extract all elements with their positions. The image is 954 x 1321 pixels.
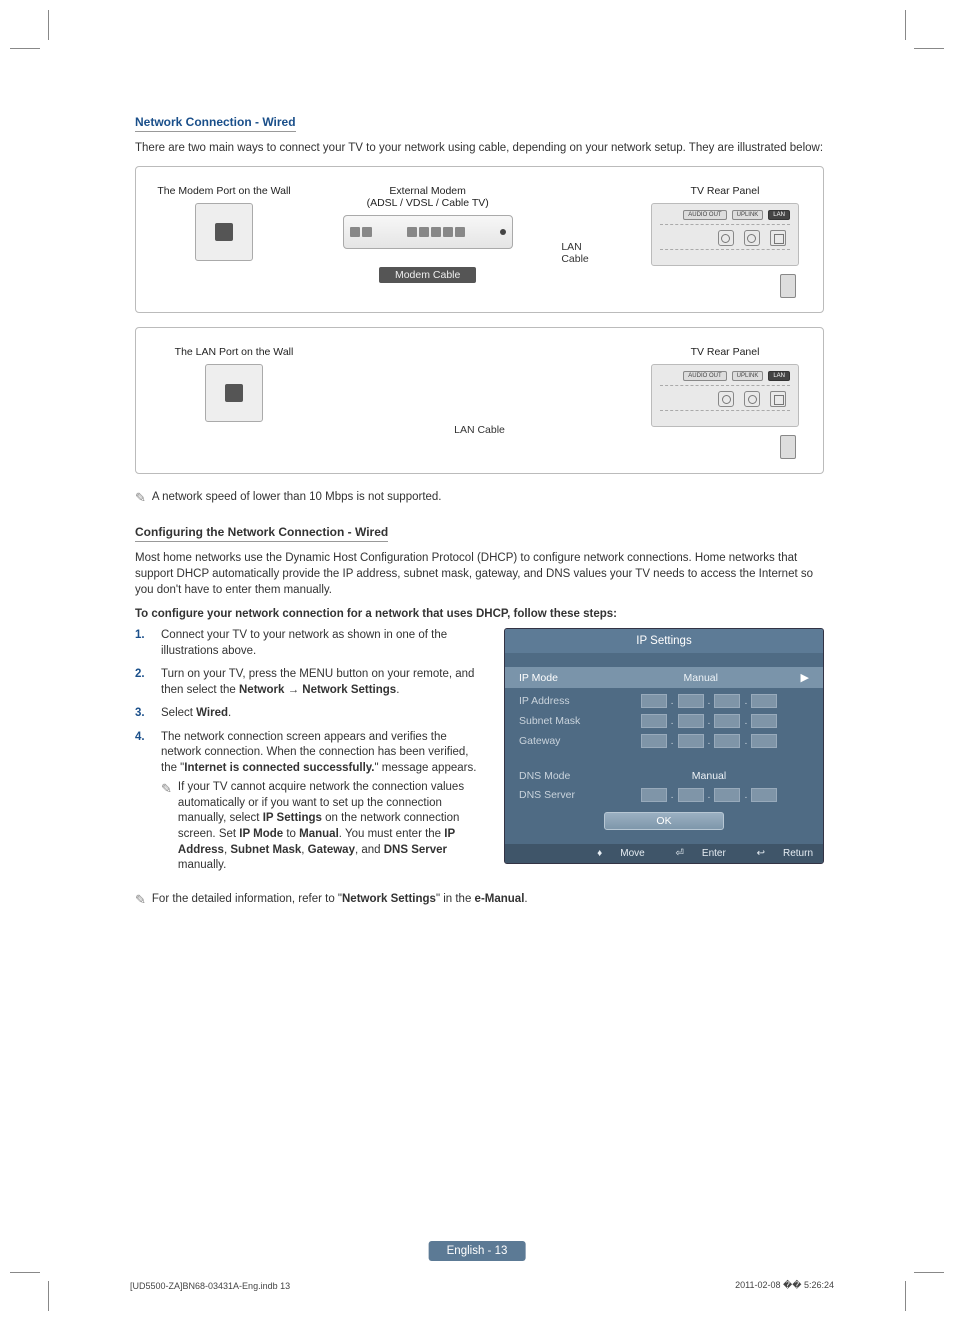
config-bold: To configure your network connection for… bbox=[135, 608, 824, 620]
enter-hint: ⏎Enter bbox=[662, 848, 726, 859]
intro-text: There are two main ways to connect your … bbox=[135, 140, 824, 156]
page-number: English - 13 bbox=[429, 1241, 526, 1261]
wall-label-2: The LAN Port on the Wall bbox=[175, 346, 294, 358]
lan-port-icon bbox=[770, 230, 786, 246]
tv-panel-label-1: TV Rear Panel bbox=[691, 185, 760, 197]
gateway-row[interactable]: Gateway ... bbox=[519, 734, 809, 748]
port-icon bbox=[744, 230, 760, 246]
lan-plug-icon bbox=[780, 274, 796, 298]
step-1: 1.Connect your TV to your network as sho… bbox=[135, 628, 484, 659]
config-intro: Most home networks use the Dynamic Host … bbox=[135, 550, 824, 598]
subnet-row[interactable]: Subnet Mask ... bbox=[519, 714, 809, 728]
steps-list: 1.Connect your TV to your network as sho… bbox=[135, 628, 484, 881]
ip-address-row[interactable]: IP Address ... bbox=[519, 694, 809, 708]
modem-label: External Modem (ADSL / VDSL / Cable TV) bbox=[367, 185, 489, 209]
ok-button[interactable]: OK bbox=[604, 812, 724, 830]
ip-settings-panel: IP Settings IP Mode Manual ▶ IP Address … bbox=[504, 628, 824, 864]
badge-uplink: UPLINK bbox=[732, 210, 764, 220]
note-icon bbox=[135, 490, 146, 507]
lan-plug-icon bbox=[780, 435, 796, 459]
page-content: Network Connection - Wired There are two… bbox=[0, 0, 954, 976]
port-icon bbox=[744, 391, 760, 407]
diagram-modem: The Modem Port on the Wall External Mode… bbox=[135, 166, 824, 313]
note-icon bbox=[135, 892, 146, 909]
step-4: 4. The network connection screen appears… bbox=[135, 730, 484, 874]
wall-label-1: The Modem Port on the Wall bbox=[157, 185, 290, 197]
final-note: For the detailed information, refer to "… bbox=[135, 892, 824, 909]
move-hint: ♦Move bbox=[583, 848, 645, 859]
tv-panel-label-2: TV Rear Panel bbox=[691, 346, 760, 358]
wall-plate-icon bbox=[205, 364, 263, 422]
badge-audio: AUDIO OUT bbox=[683, 371, 726, 381]
wall-plate-icon bbox=[195, 203, 253, 261]
lan-cable-label-2: LAN Cable bbox=[454, 424, 505, 436]
step-2: 2. Turn on your TV, press the MENU butto… bbox=[135, 667, 484, 698]
chevron-right-icon: ▶ bbox=[801, 671, 809, 684]
badge-lan: LAN bbox=[768, 210, 790, 220]
port-icon bbox=[718, 230, 734, 246]
config-title: Configuring the Network Connection - Wir… bbox=[135, 525, 388, 542]
ip-panel-title: IP Settings bbox=[505, 629, 823, 653]
footer-right: 2011-02-08 �� 5:26:24 bbox=[735, 1280, 834, 1291]
lan-port-icon bbox=[770, 391, 786, 407]
badge-lan: LAN bbox=[768, 371, 790, 381]
footer-left: [UD5500-ZA]BN68-03431A-Eng.indb 13 bbox=[130, 1281, 290, 1291]
badge-uplink: UPLINK bbox=[732, 371, 764, 381]
note-speed: A network speed of lower than 10 Mbps is… bbox=[135, 490, 824, 507]
modem-icon bbox=[343, 215, 513, 249]
tv-rear-panel-icon: AUDIO OUT UPLINK LAN bbox=[651, 364, 799, 427]
diagram-lan: The LAN Port on the Wall LAN Cable TV Re… bbox=[135, 327, 824, 474]
lan-cable-label-1: LAN Cable bbox=[561, 241, 611, 265]
port-icon bbox=[718, 391, 734, 407]
badge-audio: AUDIO OUT bbox=[683, 210, 726, 220]
ip-mode-row[interactable]: IP Mode Manual ▶ bbox=[505, 667, 823, 688]
modem-cable-label: Modem Cable bbox=[379, 267, 476, 283]
dns-mode-row[interactable]: DNS Mode Manual bbox=[519, 770, 809, 782]
section-title: Network Connection - Wired bbox=[135, 115, 296, 132]
return-hint: ↩Return bbox=[743, 848, 813, 859]
dns-server-row[interactable]: DNS Server ... bbox=[519, 788, 809, 802]
step-4-note: If your TV cannot acquire network the co… bbox=[161, 780, 484, 873]
step-3: 3. Select Wired. bbox=[135, 706, 484, 722]
tv-rear-panel-icon: AUDIO OUT UPLINK LAN bbox=[651, 203, 799, 266]
note-icon bbox=[161, 780, 172, 873]
ip-panel-footer: ♦Move ⏎Enter ↩Return bbox=[505, 844, 823, 863]
